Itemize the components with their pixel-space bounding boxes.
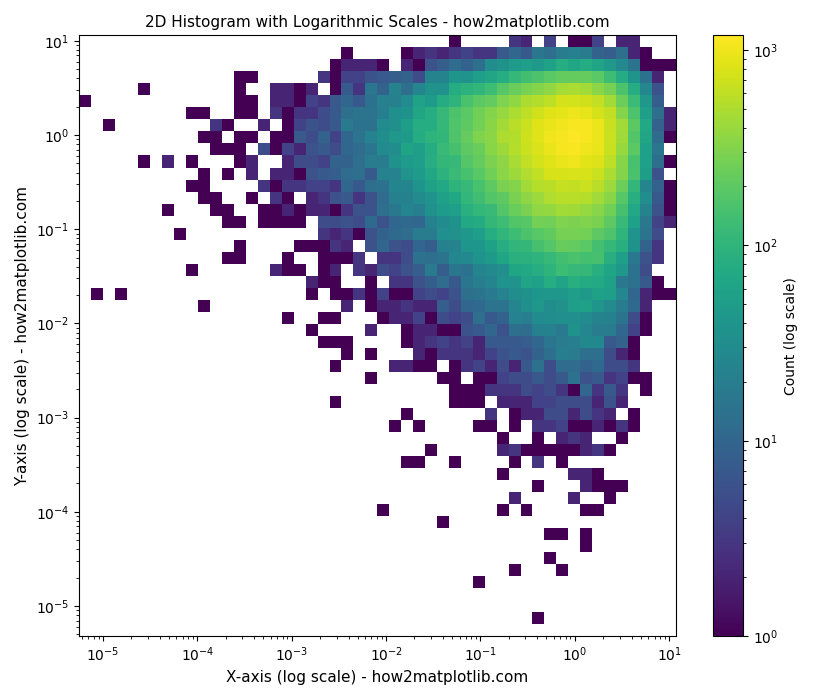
X-axis label: X-axis (log scale) - how2matplotlib.com: X-axis (log scale) - how2matplotlib.com — [226, 670, 528, 685]
Y-axis label: Y-axis (log scale) - how2matplotlib.com: Y-axis (log scale) - how2matplotlib.com — [15, 186, 30, 486]
Y-axis label: Count (log scale): Count (log scale) — [784, 276, 798, 395]
Title: 2D Histogram with Logarithmic Scales - how2matplotlib.com: 2D Histogram with Logarithmic Scales - h… — [145, 15, 610, 30]
